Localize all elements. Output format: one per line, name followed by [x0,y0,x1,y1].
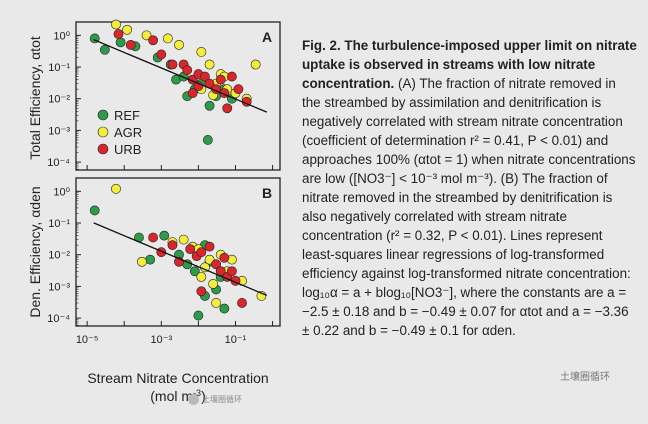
y-tick-label: 10⁰ [53,186,70,198]
data-point-agr [196,47,207,57]
data-point-urb [187,88,198,99]
data-point-agr [122,24,133,35]
legend-agr: AGR [114,125,142,140]
data-point-urb [156,49,167,60]
legend-ref: REF [114,108,140,123]
data-point-ref [189,266,200,277]
data-point-urb [167,240,178,251]
caption-body: (A) The fraction of nitrate removed in t… [302,76,636,338]
data-point-urb [125,39,136,50]
y-tick-label: 10⁻² [48,94,70,106]
data-point-agr [196,271,207,282]
y-tick-label: 10⁰ [53,30,70,42]
data-point-ref [219,303,230,314]
y-tick-label: 10⁻² [48,250,70,262]
watermark-text: 土壤圈循环 [202,395,242,404]
fit-line [93,39,268,113]
data-point-agr [250,59,261,70]
y-tick-label: 10⁻¹ [48,218,70,230]
data-point-ref [99,44,110,55]
legend-ref-marker [97,109,109,121]
data-point-urb [226,266,237,277]
legend-urb: URB [114,142,141,157]
data-point-ref [204,100,215,111]
data-point-ref [193,310,204,321]
data-point-urb [200,71,210,82]
data-point-urb [185,244,196,255]
data-point-ref [115,37,126,48]
panel-a-ylabel: Total Efficiency, αtot [27,36,43,160]
data-point-agr [111,19,121,30]
panel-b-ylabel: Den. Efficiency, αden [27,186,43,317]
panel-a-label: A [262,29,272,45]
data-point-urb [219,252,230,263]
legend-agr-marker [97,126,109,138]
y-tick-label: 10⁻³ [48,281,70,293]
data-point-agr [137,256,147,267]
data-point-ref [159,230,170,241]
legend-urb-marker [97,143,109,155]
data-point-urb [215,74,226,85]
x-tick-label: 10⁻⁵ [76,334,99,346]
data-point-ref [89,205,100,216]
data-point-agr [174,39,184,50]
panel-b: 10⁰ 10⁻¹ 10⁻² 10⁻³ 10⁻⁴ 10⁻⁵ 10⁻³ 10⁻¹ [47,183,274,346]
data-point-urb [148,232,158,243]
data-point-urb [226,71,237,82]
figure-caption: Fig. 2. The turbulence-imposed upper lim… [302,36,638,340]
data-point-urb [182,65,193,75]
data-point-ref [202,135,213,145]
watermark-right: 土壤圈循环 [560,372,610,383]
data-point-agr [141,30,152,41]
data-point-urb [204,241,215,252]
data-point-urb [113,29,124,39]
data-point-agr [208,278,219,289]
data-point-urb [196,286,207,297]
y-tick-label: 10⁻⁴ [47,157,70,169]
data-point-urb [222,103,233,114]
x-tick-label: 10⁻³ [150,334,172,346]
panel-b-label: B [262,185,272,201]
y-tick-label: 10⁻³ [48,125,70,137]
y-tick-label: 10⁻¹ [48,62,70,74]
data-point-ref [145,254,156,265]
data-point-urb [233,84,244,95]
x-axis-label: Stream Nitrate Concentration [87,370,268,386]
y-tick-label: 10⁻⁴ [47,313,70,325]
panel-b-frame [75,177,281,327]
watermark-icon [188,394,199,405]
panel-a: 10⁰ 10⁻¹ 10⁻² 10⁻³ 10⁻⁴ [47,19,274,170]
legend: REF AGR URB [97,108,142,157]
data-point-agr [178,234,189,245]
data-point-agr [211,298,221,308]
caption-title: Fig. 2. The turbulence-imposed upper lim… [302,38,637,91]
fit-line [93,222,268,296]
data-point-agr [111,183,121,194]
data-point-agr [162,33,173,44]
data-point-urb [196,247,207,258]
x-tick-label: 10⁻¹ [225,334,247,346]
data-point-urb [167,59,178,70]
data-point-agr [204,59,215,70]
data-point-urb [211,259,221,270]
data-point-urb [148,35,158,46]
panel-a-frame [75,21,281,171]
data-point-urb [237,298,247,308]
